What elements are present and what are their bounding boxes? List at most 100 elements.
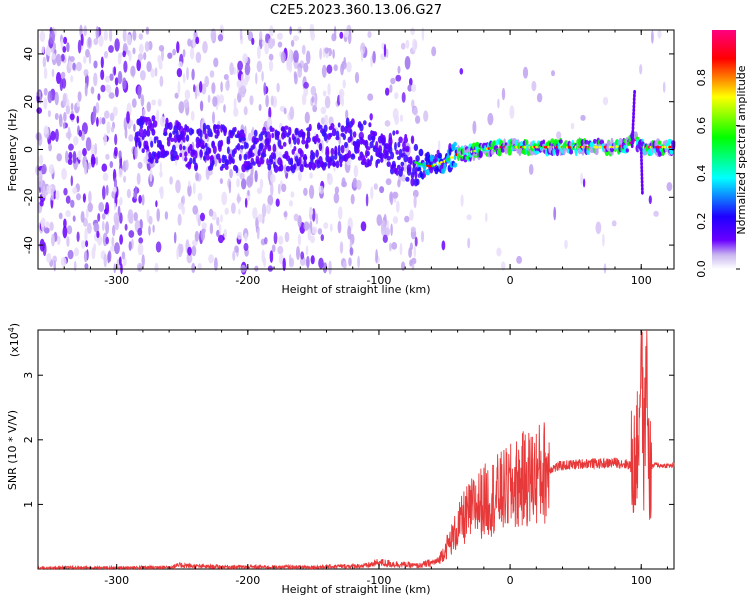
spectrogram-cell — [60, 256, 67, 267]
spectrogram-cell — [97, 213, 101, 222]
ridge-cell — [415, 178, 420, 186]
spectrogram-cell — [392, 108, 399, 121]
spectrogram-cell — [38, 154, 44, 166]
snr-y-label: SNR (10 * V/V) — [6, 410, 19, 490]
spectrogram-y-label: Frequency (Hz) — [6, 109, 19, 192]
spectrogram-cell — [317, 228, 323, 235]
ridge-cell — [400, 166, 404, 172]
spectrogram-cell — [385, 87, 390, 96]
ridge-peak — [595, 145, 599, 149]
ridge-cell — [338, 154, 343, 159]
spectrogram-cell — [41, 190, 47, 199]
spectrogram-cell — [216, 216, 220, 226]
spectrogram-cell — [339, 31, 344, 39]
spectrogram-cell — [278, 235, 284, 245]
spectrogram-cell — [149, 168, 153, 182]
spectrogram-cell — [320, 106, 327, 115]
spectrogram-cell — [88, 53, 92, 64]
spectrogram-cell — [164, 211, 169, 220]
snr-frame — [37, 329, 675, 570]
spectrogram-cell — [48, 143, 52, 152]
spectrogram-cell — [137, 85, 142, 100]
ridge-cell — [208, 147, 212, 154]
spectrogram-cell — [466, 214, 472, 221]
spectrogram-cell — [582, 178, 586, 188]
spectrogram-cell — [303, 62, 309, 73]
spectrogram-cell — [192, 182, 196, 195]
ridge-cell — [507, 147, 512, 156]
spectrogram-cell — [174, 92, 179, 99]
ridge-cell — [273, 164, 279, 173]
ridge-cell — [138, 140, 142, 148]
spectrogram-cell — [76, 193, 81, 201]
spectrogram-cell — [334, 186, 340, 194]
spectrogram-cell — [63, 36, 68, 45]
spectrogram-cell — [259, 178, 264, 189]
spectrogram-cell — [329, 223, 333, 232]
spectrogram-cell — [67, 249, 74, 260]
ridge-cell — [311, 152, 316, 160]
spectrogram-cell — [74, 247, 79, 257]
ridge-cell — [306, 130, 311, 139]
spectrogram-cell — [311, 95, 315, 103]
spectrogram-cell — [56, 53, 62, 67]
ridge-cell — [168, 133, 173, 138]
spectrogram-cell — [322, 262, 328, 274]
ridge-cell — [270, 127, 275, 132]
spectrogram-cell — [138, 43, 144, 54]
ridge-cell — [182, 145, 186, 150]
ridge-cell — [284, 150, 289, 157]
spectrogram-cell — [43, 125, 49, 135]
spectrogram-cell — [114, 38, 120, 52]
spectrogram-cell — [323, 222, 329, 230]
spectrogram-cell — [318, 257, 324, 269]
spectrogram-cell — [401, 261, 406, 272]
spectrogram-cell — [220, 214, 223, 223]
spectrogram-cell — [412, 38, 418, 52]
ridge-cell — [555, 149, 560, 157]
ridge-cell — [204, 142, 208, 148]
ridge-cell — [349, 129, 353, 137]
spectrogram-cell — [195, 36, 200, 45]
y-tick-label: -40 — [22, 236, 35, 254]
spectrogram-cell — [88, 190, 92, 204]
ridge-cell — [335, 130, 340, 138]
ridge-cell — [400, 161, 405, 167]
spectrogram-cell — [200, 212, 205, 222]
spectrogram-cell — [154, 262, 159, 273]
spectrogram-cell — [63, 111, 67, 122]
spectrogram-cell — [662, 81, 666, 93]
ridge-cell — [298, 156, 302, 165]
spectrogram-x-label: Height of straight line (km) — [281, 283, 430, 296]
ridge-cell — [285, 165, 291, 172]
spectrogram-cell — [84, 83, 88, 97]
spectrogram-cell — [244, 197, 248, 208]
snr-y-ticks: 1 2 3 — [22, 372, 674, 508]
spectrogram-cell — [497, 98, 500, 109]
spectrogram-cell — [309, 184, 315, 199]
spectrogram-cell — [134, 145, 138, 160]
ridge-cell — [410, 177, 415, 187]
spectrogram-cell — [257, 45, 261, 60]
spectrogram-cell — [270, 182, 274, 197]
spectrogram-cell — [277, 183, 281, 195]
ridge-cell — [347, 150, 352, 159]
spectrogram-cell — [347, 225, 352, 240]
spectrogram-cell — [257, 213, 264, 223]
glitch-cell — [640, 168, 644, 174]
spectrogram-cell — [293, 213, 299, 222]
ridge-cell — [146, 129, 151, 137]
colorbar-tick-label: 0.2 — [695, 212, 708, 230]
spectrogram-cell — [137, 161, 143, 169]
ridge-cell — [182, 136, 186, 143]
spectrogram-cell — [192, 205, 198, 215]
spectrogram-cell — [199, 100, 204, 112]
spectrogram-cell — [407, 84, 413, 92]
ridge-cell — [184, 151, 188, 157]
ridge-cell — [381, 137, 386, 146]
spectrogram-cell — [293, 35, 299, 42]
spectrogram-cell — [459, 68, 464, 75]
spectrogram-cell — [327, 173, 333, 186]
spectrogram-cell — [55, 190, 60, 201]
ridge-cell — [497, 148, 502, 157]
